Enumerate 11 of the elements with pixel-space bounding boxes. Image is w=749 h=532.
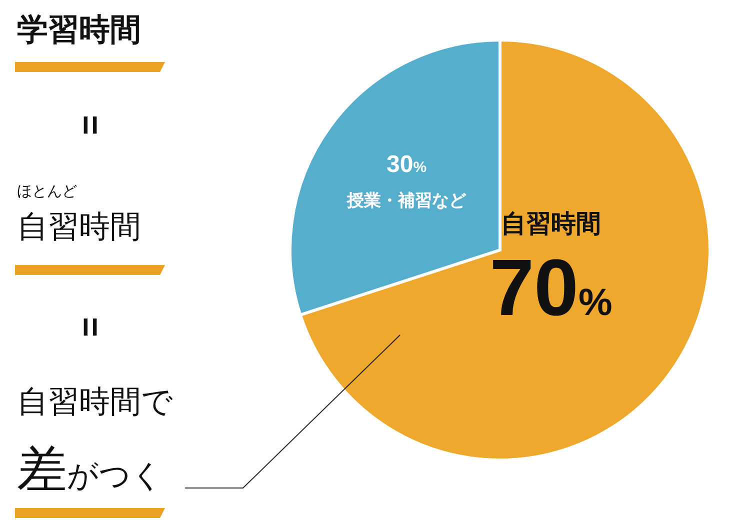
data-label: 30% [386,151,427,178]
text: = [70,115,109,135]
slice-label: 授業・補習など [346,191,468,210]
text: 学習時間 [17,12,141,47]
text: ほとんど [17,183,77,200]
text: 差がつく [17,441,163,497]
text: = [70,317,109,337]
text: 自習時間で [17,384,173,419]
slice-label: 自習時間 [500,210,601,238]
text: 自習時間 [17,209,141,244]
data-label: 70% [490,243,612,332]
